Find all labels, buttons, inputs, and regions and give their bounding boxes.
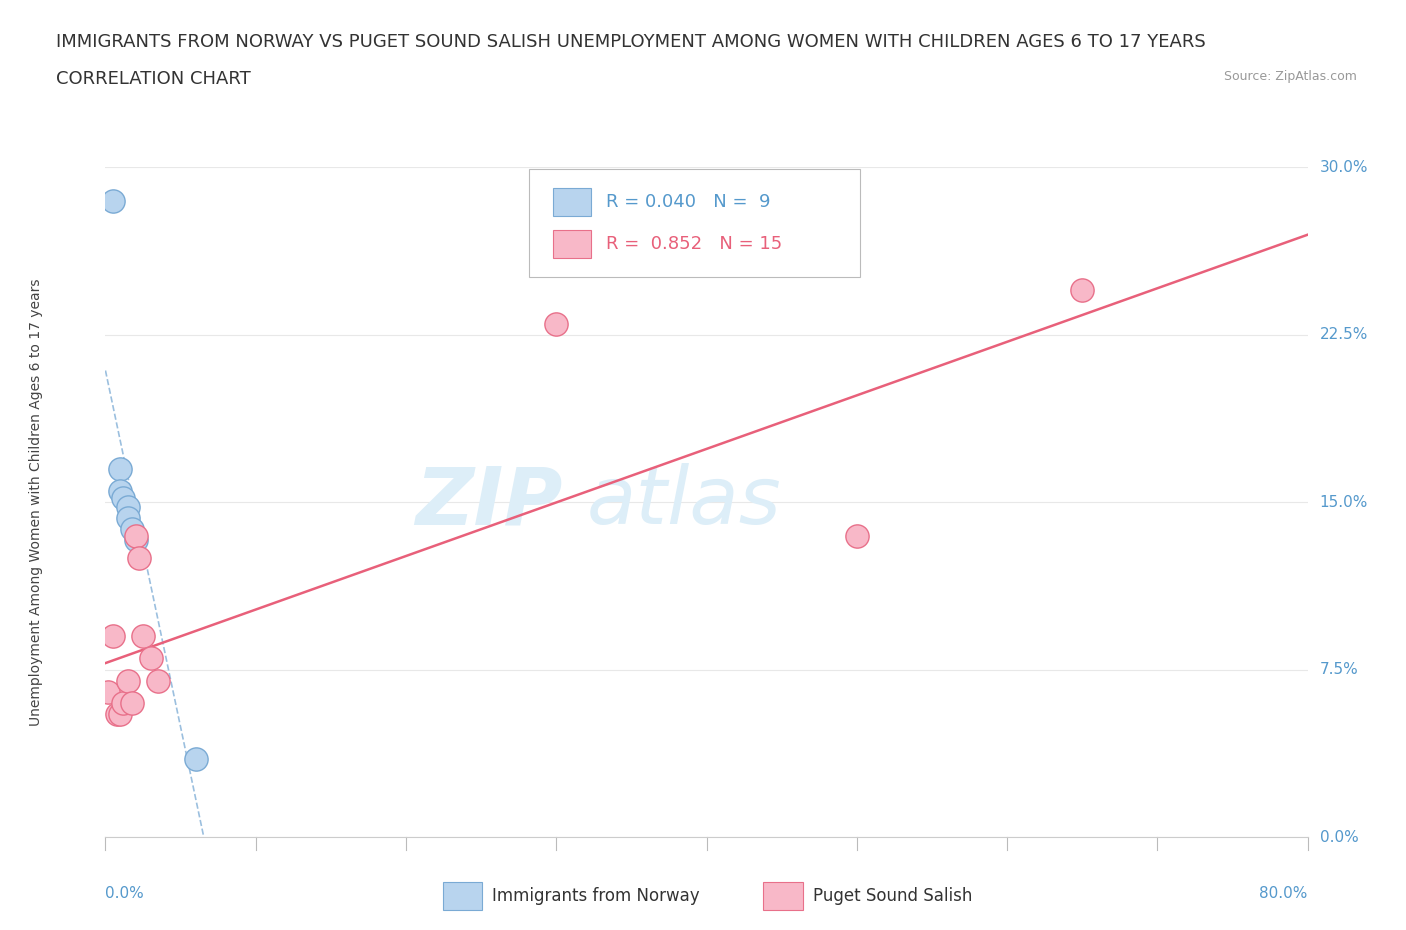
Point <box>845 528 868 543</box>
Text: 0.0%: 0.0% <box>1320 830 1358 844</box>
Point <box>146 673 169 688</box>
Point <box>139 651 162 666</box>
Point <box>128 551 150 565</box>
Point <box>1071 283 1094 298</box>
Point <box>121 522 143 537</box>
Point <box>112 696 135 711</box>
Point <box>107 707 129 722</box>
Point <box>184 751 207 766</box>
Point <box>110 707 132 722</box>
FancyBboxPatch shape <box>553 188 591 217</box>
Point <box>117 673 139 688</box>
Text: R =  0.852   N = 15: R = 0.852 N = 15 <box>606 234 782 253</box>
Point <box>97 684 120 699</box>
Text: 22.5%: 22.5% <box>1320 327 1368 342</box>
Text: IMMIGRANTS FROM NORWAY VS PUGET SOUND SALISH UNEMPLOYMENT AMONG WOMEN WITH CHILD: IMMIGRANTS FROM NORWAY VS PUGET SOUND SA… <box>56 33 1206 50</box>
Text: Immigrants from Norway: Immigrants from Norway <box>492 886 700 905</box>
Text: CORRELATION CHART: CORRELATION CHART <box>56 70 252 87</box>
Text: 30.0%: 30.0% <box>1320 160 1368 175</box>
Text: Puget Sound Salish: Puget Sound Salish <box>813 886 972 905</box>
Text: atlas: atlas <box>586 463 782 541</box>
Point <box>112 490 135 505</box>
Text: ZIP: ZIP <box>415 463 562 541</box>
FancyBboxPatch shape <box>529 168 860 276</box>
Text: 7.5%: 7.5% <box>1320 662 1358 677</box>
Point <box>124 528 146 543</box>
Text: 15.0%: 15.0% <box>1320 495 1368 510</box>
Point <box>101 629 124 644</box>
Text: R = 0.040   N =  9: R = 0.040 N = 9 <box>606 193 770 211</box>
Point <box>117 499 139 514</box>
Point <box>124 533 146 548</box>
Text: Source: ZipAtlas.com: Source: ZipAtlas.com <box>1223 70 1357 83</box>
Point <box>546 316 568 331</box>
Text: Unemployment Among Women with Children Ages 6 to 17 years: Unemployment Among Women with Children A… <box>28 278 42 726</box>
Point <box>132 629 155 644</box>
Text: 0.0%: 0.0% <box>105 886 145 901</box>
Point <box>117 511 139 525</box>
Text: 80.0%: 80.0% <box>1260 886 1308 901</box>
Point <box>110 484 132 498</box>
Point <box>110 461 132 476</box>
Point <box>101 193 124 208</box>
Point <box>121 696 143 711</box>
FancyBboxPatch shape <box>553 230 591 258</box>
